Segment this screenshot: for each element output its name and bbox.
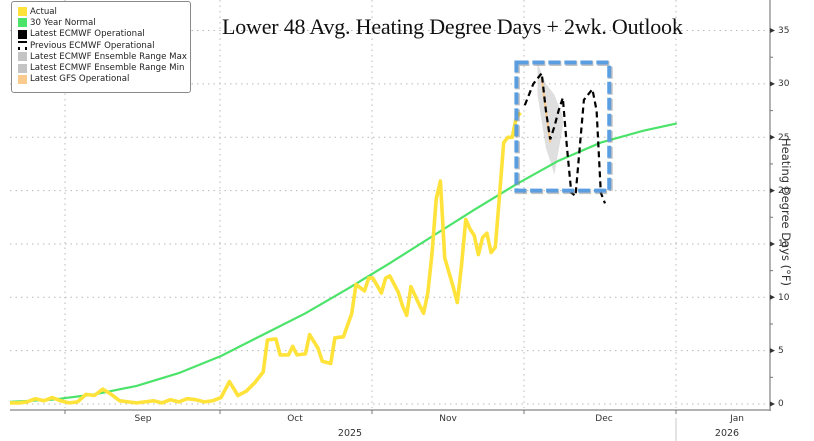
series-layer	[9, 60, 678, 405]
normal-swatch-icon	[18, 18, 27, 28]
ytick-35: 35	[778, 26, 790, 36]
legend-item-previous-ecmwf: Previous ECMWF Operational	[18, 40, 190, 51]
ytick-30: 30	[778, 79, 790, 89]
actual-swatch-icon	[18, 7, 27, 17]
xtick-jan: Jan	[730, 414, 744, 424]
ytick-10: 10	[778, 293, 790, 303]
actual-line	[10, 111, 522, 405]
legend: Actual 30 Year Normal Latest ECMWF Opera…	[11, 1, 191, 93]
y-axis-label: Heating Degree Days (°F)	[779, 138, 793, 286]
legend-item-normal: 30 Year Normal	[18, 17, 190, 28]
legend-item-gfs: Latest GFS Operational	[18, 74, 190, 85]
previous-ecmwf-dashed-swatch-icon	[18, 41, 27, 51]
chart-title: Lower 48 Avg. Heating Degree Days + 2wk.…	[222, 14, 683, 39]
legend-item-latest-ecmwf: Latest ECMWF Operational	[18, 29, 190, 40]
latest-ecmwf-swatch-icon	[18, 29, 27, 39]
normal-line	[9, 122, 678, 403]
legend-item-ens-min: Latest ECMWF Ensemble Range Min	[18, 62, 190, 73]
ytick-0: 0	[778, 399, 784, 409]
ytick-15: 15	[778, 239, 790, 249]
xtick-sep: Sep	[134, 414, 152, 424]
xtick-oct: Oct	[287, 414, 303, 424]
xyear-2026: 2026	[714, 428, 740, 439]
ytick-20: 20	[778, 186, 790, 196]
xtick-dec: Dec	[595, 414, 613, 424]
ens-max-swatch-icon	[18, 52, 27, 62]
legend-item-ens-max: Latest ECMWF Ensemble Range Max	[18, 51, 190, 62]
ytick-25: 25	[778, 133, 790, 143]
legend-item-actual: Actual	[18, 6, 190, 17]
forecast-highlight-box	[514, 60, 612, 193]
xtick-nov: Nov	[439, 414, 457, 424]
previous-ecmwf-line	[523, 70, 607, 204]
axes	[10, 0, 775, 441]
gfs-swatch-icon	[18, 74, 27, 84]
xyear-2025: 2025	[337, 428, 363, 439]
ytick-5: 5	[778, 346, 784, 356]
ens-min-swatch-icon	[18, 63, 27, 73]
